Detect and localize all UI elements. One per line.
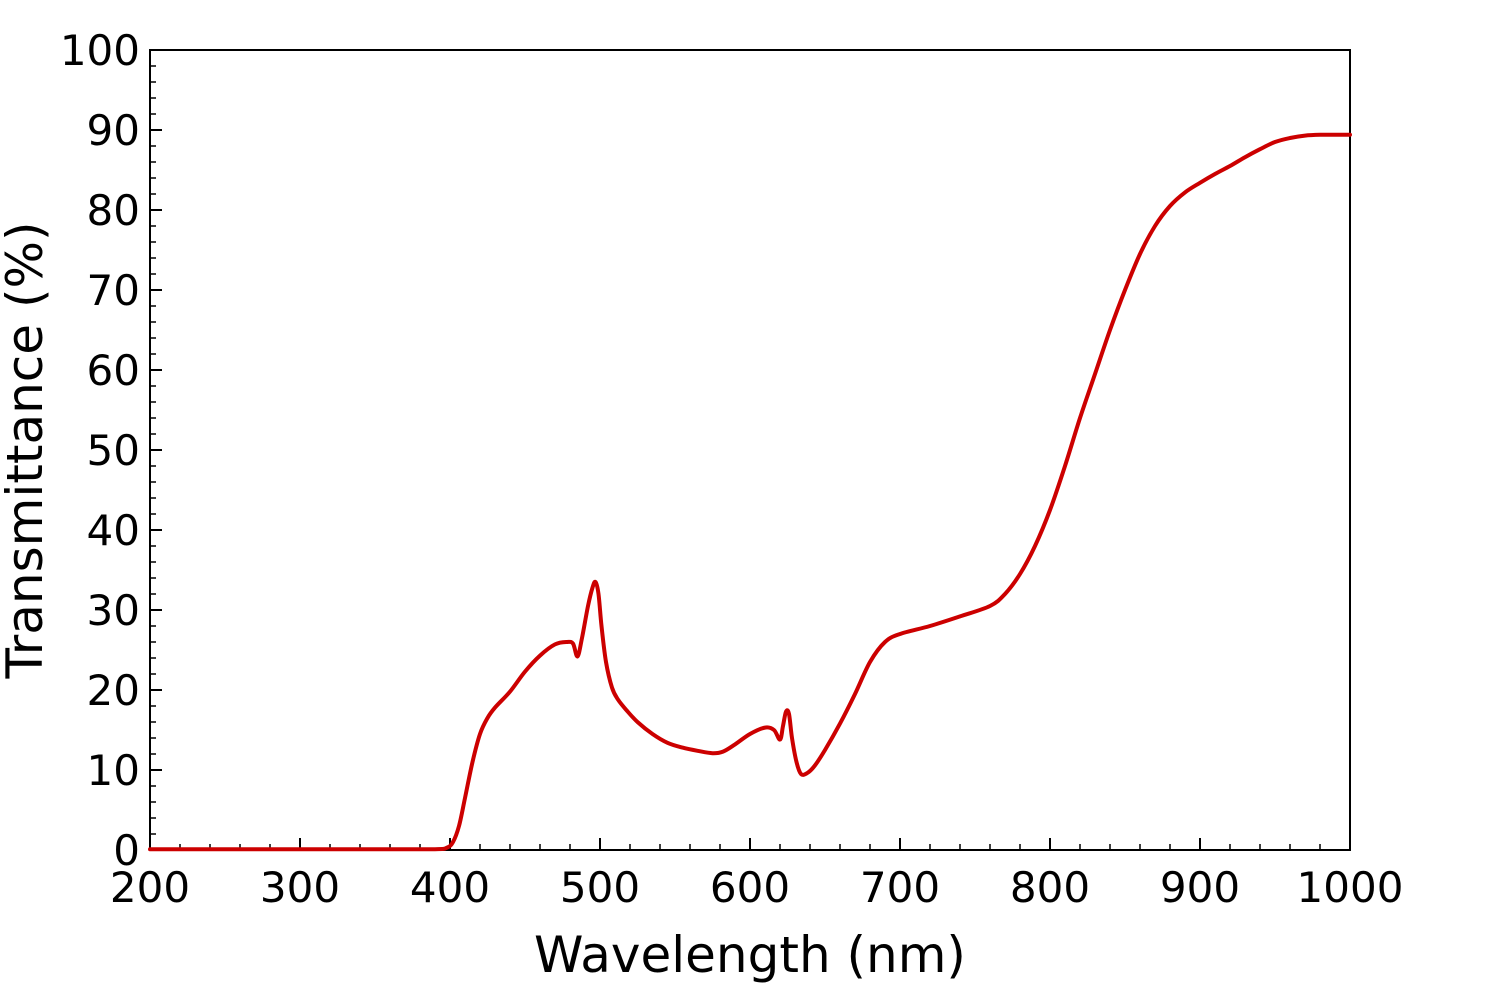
x-tick-label: 800 [1010,863,1090,912]
y-tick-label: 90 [87,106,140,155]
x-tick-label: 300 [260,863,340,912]
y-axis-label: Transmittance (%) [0,222,54,680]
y-tick-label: 40 [87,506,140,555]
x-tick-label: 900 [1160,863,1240,912]
x-axis-label: Wavelength (nm) [534,926,966,984]
y-tick-label: 100 [60,26,140,75]
y-tick-label: 60 [87,346,140,395]
series-line [148,132,1352,852]
x-tick-label: 600 [710,863,790,912]
major-ticks [149,49,1351,851]
y-tick-label: 30 [87,586,140,635]
x-tick-label: 700 [860,863,940,912]
y-tick-label: 50 [87,426,140,475]
x-tick-label: 1000 [1297,863,1404,912]
x-tick-label: 400 [410,863,490,912]
x-tick-label: 500 [560,863,640,912]
plot-frame [149,49,1351,851]
y-tick-labels: 0 10 20 30 40 50 60 70 80 90 100 [60,26,140,875]
y-tick-label: 70 [87,266,140,315]
minor-ticks [150,65,1321,850]
x-tick-label: 200 [110,863,190,912]
series-layer [148,132,1352,852]
y-tick-label: 0 [113,826,140,875]
y-tick-label: 10 [87,746,140,795]
y-tick-label: 20 [87,666,140,715]
x-tick-labels: 200 300 400 500 600 700 800 900 1000 [110,863,1404,912]
y-tick-label: 80 [87,186,140,235]
